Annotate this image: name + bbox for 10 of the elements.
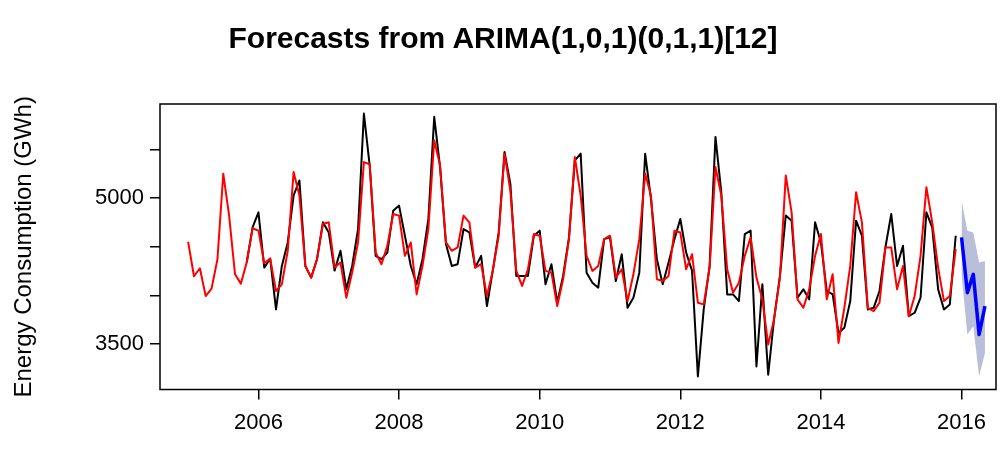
x-tick-label: 2008 — [374, 408, 424, 434]
y-tick-label: 5000 — [95, 184, 144, 210]
x-tick-label: 2010 — [515, 408, 565, 434]
chart-title: Forecasts from ARIMA(1,0,1)(0,1,1)[12] — [228, 21, 778, 55]
x-tick-label: 2016 — [937, 408, 987, 434]
x-tick-label: 2014 — [796, 408, 846, 434]
y-tick-label: 3500 — [95, 330, 144, 356]
x-tick-label: 2006 — [233, 408, 283, 434]
x-tick-label: 2012 — [655, 408, 705, 434]
y-axis-title: Energy Consumption (GWh) — [9, 96, 37, 398]
